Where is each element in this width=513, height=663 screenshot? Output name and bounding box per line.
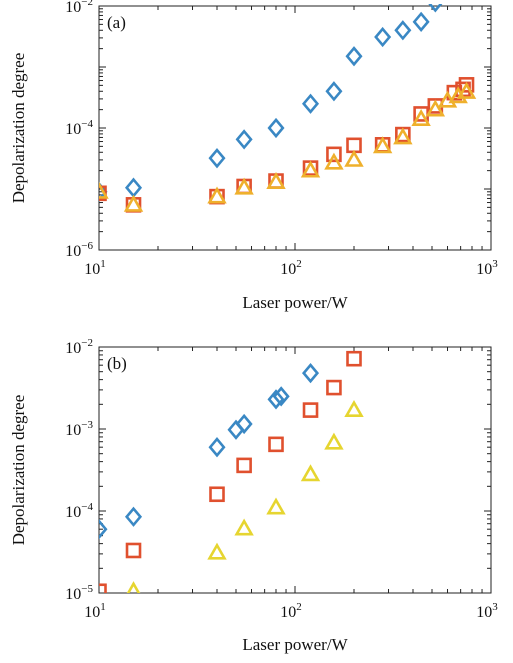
data-point-triangle — [344, 149, 364, 167]
data-point-triangle — [207, 186, 227, 204]
data-point-square — [346, 350, 362, 367]
data-point-diamond — [267, 117, 285, 139]
chart-panel-1: 101 102 103 10−5 10−4 10−3 10−2 Laser power/W De… — [9, 337, 498, 654]
data-point-triangle — [300, 464, 321, 482]
series-triangle — [126, 400, 364, 593]
data-point-triangle — [411, 108, 431, 126]
data-point-triangle — [324, 152, 344, 170]
data-point-square — [458, 77, 475, 93]
chart-panel-0: 101 102 103 10−6 10−4 10−2 Laser power/W Depola… — [9, 0, 498, 312]
data-point-triangle — [456, 81, 477, 99]
axis-ticks — [98, 5, 491, 251]
data-point-square — [125, 542, 142, 559]
data-point-diamond — [325, 81, 343, 102]
data-point-diamond — [412, 11, 430, 32]
y-axis-title: Depolarization degree — [9, 395, 28, 546]
series-diamond — [99, 362, 320, 540]
data-point-square — [326, 146, 342, 163]
data-point-square — [302, 402, 319, 418]
y-tick-label: 10−4 — [65, 118, 93, 138]
data-point-diamond — [267, 389, 285, 410]
data-point-triangle — [425, 99, 446, 117]
series-diamond — [99, 4, 443, 202]
data-point-diamond — [374, 26, 392, 48]
x-tick-label: 103 — [476, 258, 498, 278]
data-point-triangle — [344, 400, 364, 418]
data-point-diamond — [301, 362, 320, 384]
data-point-diamond — [99, 519, 108, 540]
x-tick-label: 101 — [84, 601, 106, 621]
data-point-triangle — [99, 181, 109, 199]
series-triangle — [99, 81, 477, 212]
data-point-triangle — [234, 518, 254, 536]
data-point-triangle — [207, 542, 227, 560]
data-point-triangle — [266, 171, 286, 189]
series-square — [99, 77, 475, 213]
data-point-square — [268, 436, 284, 453]
plot-frame — [98, 346, 492, 594]
data-point-diamond — [272, 386, 290, 407]
data-point-diamond — [301, 93, 320, 114]
y-tick-label: 10−4 — [65, 501, 93, 521]
data-point-diamond — [235, 129, 253, 150]
data-point-diamond — [124, 177, 143, 198]
x-tick-label: 103 — [476, 601, 498, 621]
data-point-triangle — [300, 160, 321, 178]
data-point-triangle — [393, 127, 413, 145]
axis-ticks — [98, 346, 491, 594]
y-tick-label: 10−3 — [65, 419, 93, 439]
x-tick-label: 102 — [280, 601, 302, 621]
data-point-diamond — [235, 413, 253, 435]
data-point-triangle — [123, 194, 144, 212]
data-point-triangle — [234, 177, 254, 195]
x-tick-label: 101 — [84, 258, 106, 278]
data-point-diamond — [124, 506, 143, 527]
data-point-square — [326, 379, 342, 396]
x-axis-title: Laser power/W — [242, 635, 348, 654]
data-point-diamond — [345, 46, 363, 67]
data-point-square — [209, 486, 225, 503]
x-axis-title: Laser power/W — [242, 293, 348, 312]
data-point-diamond — [394, 20, 412, 41]
data-point-triangle — [126, 581, 141, 593]
y-tick-label: 10−2 — [65, 0, 93, 16]
y-tick-label: 10−2 — [65, 337, 93, 357]
y-tick-label: 10−5 — [65, 583, 93, 603]
data-point-diamond — [208, 437, 226, 458]
data-point-square — [99, 583, 107, 593]
data-point-triangle — [372, 136, 393, 154]
panel-label: (b) — [107, 354, 127, 373]
x-tick-label: 102 — [280, 258, 302, 278]
y-axis-title: Depolarization degree — [9, 53, 28, 204]
y-tick-label: 10−6 — [65, 240, 93, 260]
data-point-triangle — [448, 86, 468, 104]
panel-label: (a) — [107, 13, 126, 32]
data-point-triangle — [324, 432, 344, 450]
data-point-triangle — [266, 497, 286, 515]
plot-frame — [98, 5, 492, 251]
data-point-diamond — [208, 148, 226, 169]
data-point-square — [236, 457, 252, 474]
series-square — [99, 350, 362, 593]
data-point-diamond — [99, 181, 108, 202]
data-point-diamond — [428, 4, 443, 13]
